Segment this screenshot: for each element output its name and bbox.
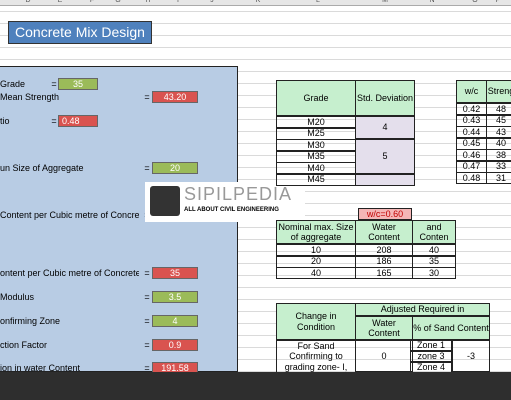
water-cell: 10	[276, 244, 356, 256]
equals-sign: =	[144, 162, 150, 173]
column-header: H	[145, 0, 151, 5]
water-cell: 40	[276, 267, 356, 279]
field-value: 43.20	[152, 91, 198, 103]
logo-name: SIPILPEDIA	[184, 184, 293, 204]
field-label: Grade	[0, 78, 26, 89]
logo-icon	[150, 186, 180, 216]
column-header: L	[316, 0, 320, 5]
wc-cell: 0.47	[456, 160, 487, 173]
wc-cell: 0.42	[456, 103, 487, 115]
table-header: Water Content	[355, 220, 413, 244]
field-value: 20	[152, 162, 198, 174]
std-deviation: 4	[355, 116, 415, 139]
wc-cell: 31	[486, 172, 511, 184]
water-cell: 186	[355, 255, 413, 268]
field-label: onfirming Zone	[0, 315, 61, 326]
column-header: N	[429, 0, 435, 5]
column-header-bar	[0, 0, 511, 6]
column-header: I	[177, 0, 179, 5]
table-header: Grade	[276, 80, 356, 116]
grade: M40	[276, 162, 356, 174]
equals-sign: =	[144, 339, 150, 350]
wc-cell: 0.43	[456, 114, 487, 127]
table-header: Adjusted Required in	[355, 303, 490, 316]
field-value: 3.5	[152, 291, 198, 303]
grade: M20	[276, 116, 356, 128]
water-cell: 208	[355, 244, 413, 256]
column-header: K	[255, 0, 261, 5]
table-header: Streng	[486, 80, 511, 103]
title: Concrete Mix Design	[8, 21, 152, 44]
field-label: ontent per Cubic metre of Concrete	[0, 267, 139, 278]
wc-cell: 0.48	[456, 172, 487, 184]
column-header: E	[57, 0, 63, 5]
water-cell: 30	[412, 267, 456, 279]
field-label: ion in water Content	[0, 362, 81, 373]
grade: M25	[276, 127, 356, 140]
equals-sign: =	[144, 315, 150, 326]
table-header: Std. Deviation	[355, 80, 415, 116]
wc-cell: 33	[486, 160, 511, 173]
column-header: G	[115, 0, 121, 5]
equals-sign: =	[144, 362, 150, 373]
wc-cell: 48	[486, 103, 511, 115]
column-header: J	[210, 0, 214, 5]
equals-sign: =	[51, 78, 57, 89]
field-value: 0.48	[58, 115, 98, 127]
std-deviation: 5	[355, 139, 415, 174]
field-value: 4	[152, 315, 198, 327]
grade: M30	[276, 139, 356, 151]
table-header: w/c	[456, 80, 487, 103]
sand-adjust: -3	[452, 340, 490, 372]
field-value: 35	[152, 267, 198, 279]
water-adjust: 0	[355, 340, 413, 372]
field-label: Content per Cubic metre of Concrete	[0, 209, 139, 220]
table-header: Water Content	[355, 316, 413, 340]
field-label: ction Factor	[0, 339, 48, 350]
column-header: M	[382, 0, 388, 5]
wc-cell: 45	[486, 114, 511, 127]
water-cell: 40	[412, 244, 456, 256]
field-label: Mean Strength	[0, 91, 60, 102]
field-label: tio	[0, 115, 10, 126]
equals-sign: =	[144, 91, 150, 102]
equals-sign: =	[144, 291, 150, 302]
condition: For Sand Confirming to grading zone- I, …	[276, 340, 356, 376]
table-header: % of Sand Content	[412, 316, 490, 340]
zone: Zone 1	[410, 340, 452, 351]
table-header: Nominal max. Size of aggregate	[276, 220, 356, 244]
equals-sign: =	[51, 115, 57, 126]
note: w/c=0.60	[358, 208, 412, 220]
wc-cell: 38	[486, 149, 511, 161]
table-header: Change in Condition	[276, 303, 356, 340]
column-header: O	[472, 0, 478, 5]
table-header: and Conten	[412, 220, 456, 244]
logo-tagline: ALL ABOUT CIVIL ENGINEERING	[184, 206, 279, 213]
status-bar-overlay	[0, 372, 511, 400]
wc-cell: 40	[486, 137, 511, 150]
field-value: 35	[58, 78, 98, 90]
column-header: D	[25, 0, 31, 5]
wc-cell: 0.45	[456, 137, 487, 150]
wc-cell: 43	[486, 126, 511, 138]
water-cell: 165	[355, 267, 413, 279]
zone: zone 3	[410, 351, 452, 362]
grade: M45	[276, 173, 356, 186]
column-header: P	[495, 0, 501, 5]
std-deviation-empty	[355, 174, 415, 186]
wc-cell: 0.44	[456, 126, 487, 138]
field-label: Modulus	[0, 291, 35, 302]
equals-sign: =	[144, 267, 150, 278]
field-value: 0.9	[152, 339, 198, 351]
grade: M35	[276, 150, 356, 163]
column-header: F	[89, 0, 95, 5]
water-cell: 35	[412, 255, 456, 268]
wc-cell: 0.46	[456, 149, 487, 161]
field-label: un Size of Aggregate	[0, 162, 84, 173]
water-cell: 20	[276, 255, 356, 268]
